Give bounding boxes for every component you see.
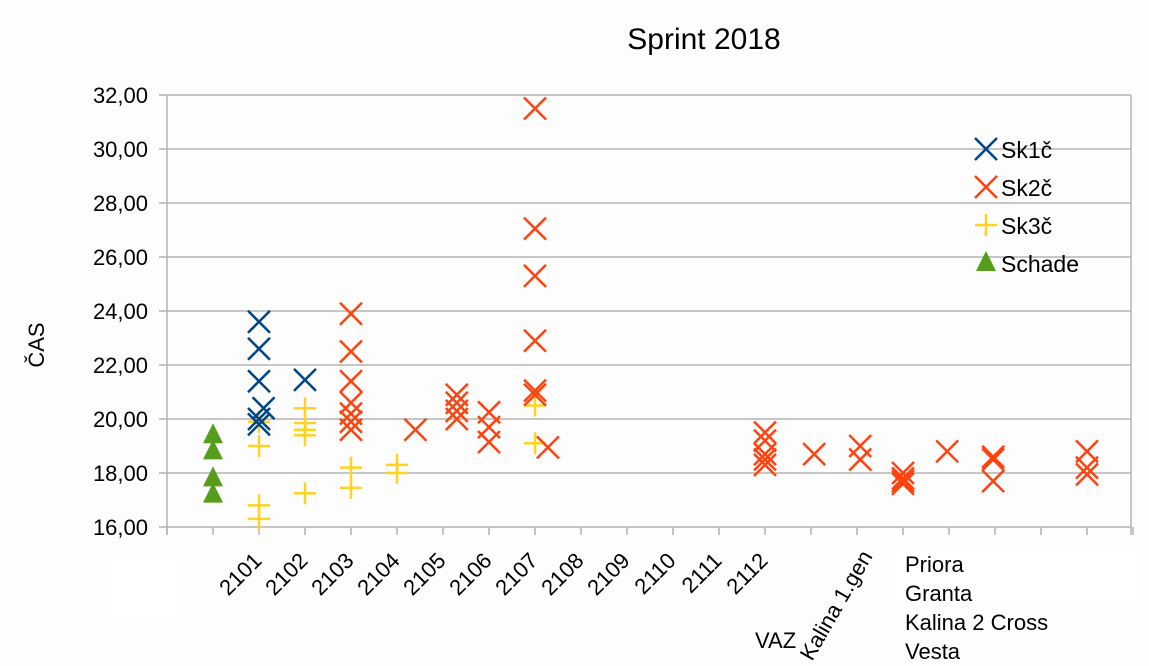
note-line: Vesta [905, 639, 961, 664]
data-point-plus [386, 462, 408, 484]
data-point-x [247, 407, 271, 431]
data-point-x [753, 447, 777, 472]
data-point-plus [248, 507, 270, 530]
data-point-x [247, 369, 271, 394]
x-label-vaz: VAZ [755, 628, 796, 653]
legend-item: Sk3č [975, 213, 1052, 239]
legend-item: Sk1č [974, 137, 1052, 163]
data-point-x [535, 435, 560, 460]
x-tick-label: 2104 [352, 548, 404, 600]
white-box [895, 548, 1140, 605]
x-tick-label: 2102 [260, 548, 312, 600]
data-point-x [891, 469, 915, 493]
legend-item: Schade [976, 251, 1079, 277]
note-line: Kalina 2 Cross [905, 610, 1049, 635]
data-point-x [339, 301, 363, 326]
legend-marker-icon [974, 137, 998, 161]
note-line: Granta [905, 581, 973, 606]
data-point-x [339, 417, 363, 442]
data-point-x [753, 442, 777, 466]
x-tick-label: 2109 [582, 548, 634, 600]
data-point-x [848, 434, 873, 458]
legend-label: Schade [1001, 251, 1079, 277]
data-point-x [981, 444, 1006, 469]
x-tick-label: 2101 [214, 548, 266, 600]
legend-label: Sk1č [1001, 137, 1052, 163]
data-point-x [444, 407, 469, 431]
data-point-x [753, 453, 777, 477]
data-point-triangle [203, 423, 223, 444]
y-tick-label: 20,00 [93, 407, 148, 432]
legend-marker-icon [976, 251, 996, 271]
data-point-plus [294, 482, 316, 505]
data-point-x [1075, 462, 1099, 487]
y-tick-label: 30,00 [93, 137, 148, 162]
data-point-plus [340, 476, 362, 499]
data-point-triangle [203, 482, 223, 503]
data-point-x [293, 367, 317, 392]
data-point-x [1075, 455, 1099, 480]
x-tick-label: 2112 [721, 548, 772, 599]
x-tick-label: 2110 [629, 548, 680, 599]
data-point-plus [524, 394, 546, 417]
x-tick-label: 2111 [677, 548, 727, 598]
data-point-x [339, 409, 363, 434]
data-point-x [247, 336, 271, 361]
data-point-x [523, 264, 547, 288]
data-point-x [403, 417, 428, 442]
note-line: Priora [905, 552, 964, 577]
data-point-x [848, 447, 873, 472]
y-tick-label: 26,00 [93, 245, 148, 270]
data-point-triangle [203, 439, 223, 460]
x-tick-label: 2107 [490, 548, 542, 600]
y-tick-label: 18,00 [93, 461, 148, 486]
data-point-x [523, 328, 547, 353]
data-point-x [523, 216, 547, 241]
y-axis-label: ČAS [24, 322, 49, 367]
data-point-plus [294, 424, 316, 447]
y-tick-label: 32,00 [93, 83, 148, 108]
data-point-x [444, 399, 469, 423]
data-point-x [981, 447, 1006, 472]
y-tick-label: 24,00 [93, 299, 148, 324]
legend-label: Sk3č [1001, 213, 1052, 239]
data-point-triangle [203, 466, 223, 487]
chart-title: Sprint 2018 [627, 23, 780, 56]
x-tick-label: 2105 [398, 548, 450, 600]
data-point-x [935, 439, 960, 464]
y-tick-label: 16,00 [93, 515, 148, 540]
data-point-x [981, 469, 1006, 493]
data-point-x [523, 382, 547, 407]
data-point-x [477, 430, 501, 454]
data-point-x [247, 309, 271, 334]
data-point-plus [248, 435, 270, 457]
legend-marker-icon [974, 175, 998, 199]
data-point-x [891, 461, 915, 485]
white-box [108, 553, 176, 623]
x-label-kalina-1-gen: Kalina 1.gen [795, 546, 878, 664]
data-point-x [753, 420, 777, 445]
x-tick-label: 2106 [444, 548, 496, 600]
data-point-x [802, 442, 827, 466]
x-tick-label: 2108 [536, 548, 588, 600]
legend-marker-icon [975, 214, 997, 236]
data-point-x [339, 369, 363, 394]
legend-label: Sk2č [1001, 175, 1052, 201]
x-tick-label: 2103 [306, 548, 358, 600]
data-point-x [247, 412, 271, 437]
y-tick-label: 28,00 [93, 191, 148, 216]
data-point-x [523, 378, 547, 403]
data-point-x [339, 339, 363, 364]
y-tick-label: 22,00 [93, 353, 148, 378]
data-point-x [339, 390, 363, 415]
data-point-x [891, 466, 915, 491]
data-point-x [523, 96, 547, 121]
data-point-plus [340, 456, 362, 479]
data-point-x [891, 471, 915, 496]
legend-item: Sk2č [974, 175, 1052, 201]
